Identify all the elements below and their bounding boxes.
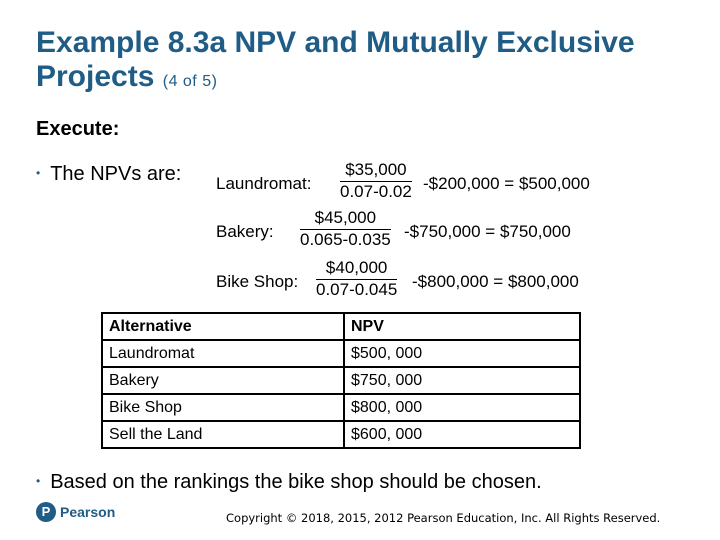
equation-denominator: 0.07-0.045 [316,280,398,299]
equation-result: -$750,000 = $750,000 [404,222,571,241]
equation-result: -$800,000 = $800,000 [412,272,579,291]
bullet-dot-icon: • [36,474,41,488]
pearson-logo-icon: P [36,502,56,522]
pearson-logo-text: Pearson [60,504,116,520]
column-header-npv: NPV [343,312,581,341]
table-cell: $800, 000 [343,393,581,422]
slide-title: Example 8.3a NPV and Mutually Exclusive … [36,26,676,99]
table-cell: $600, 000 [343,420,581,449]
table-cell: $750, 000 [343,366,581,395]
equation-fraction: $40,000 0.07-0.045 [316,258,398,300]
table-cell: Bakery [101,366,345,395]
copyright-notice: Copyright © 2018, 2015, 2012 Pearson Edu… [226,511,661,525]
table-row: Sell the Land $600, 000 [101,420,581,449]
pearson-logo: P Pearson [36,502,115,522]
bullet-dot-icon: • [36,166,41,180]
equation-laundromat: Laundromat: $35,000 0.07-0.02 -$200,000 … [216,160,616,210]
equation-fraction: $35,000 0.07-0.02 [340,160,412,202]
equation-label: Laundromat: [216,174,312,193]
equation-denominator: 0.07-0.02 [340,182,412,201]
equation-label: Bike Shop: [216,272,299,291]
equation-bakery: Bakery: $45,000 0.065-0.035 -$750,000 = … [216,208,616,258]
table-cell: Bike Shop [101,393,345,422]
bullet-text: Based on the rankings the bike shop shou… [50,471,542,493]
table-row: Laundromat $500, 000 [101,339,581,368]
equation-denominator: 0.065-0.035 [300,230,391,249]
table-header-row: Alternative NPV [101,312,581,341]
equation-result: -$200,000 = $500,000 [423,174,590,193]
equation-bike-shop: Bike Shop: $40,000 0.07-0.045 -$800,000 … [216,258,616,308]
npv-table: Alternative NPV Laundromat $500, 000 Bak… [101,312,581,449]
bullet-npvs: • The NPVs are: [36,163,181,186]
equation-label: Bakery: [216,222,274,241]
equation-fraction: $45,000 0.065-0.035 [300,208,391,250]
slide-title-text: Example 8.3a NPV and Mutually Exclusive … [36,26,635,93]
bullet-conclusion: • Based on the rankings the bike shop sho… [36,471,542,494]
slide-title-suffix: (4 of 5) [162,73,218,90]
table-cell: Laundromat [101,339,345,368]
bullet-text: The NPVs are: [50,163,182,185]
equation-numerator: $40,000 [316,258,398,280]
table-cell: $500, 000 [343,339,581,368]
column-header-alternative: Alternative [101,312,345,341]
equation-numerator: $35,000 [340,160,412,182]
table-row: Bike Shop $800, 000 [101,393,581,422]
execute-heading: Execute: [36,118,120,140]
table-row: Bakery $750, 000 [101,366,581,395]
equation-numerator: $45,000 [300,208,391,230]
table-cell: Sell the Land [101,420,345,449]
